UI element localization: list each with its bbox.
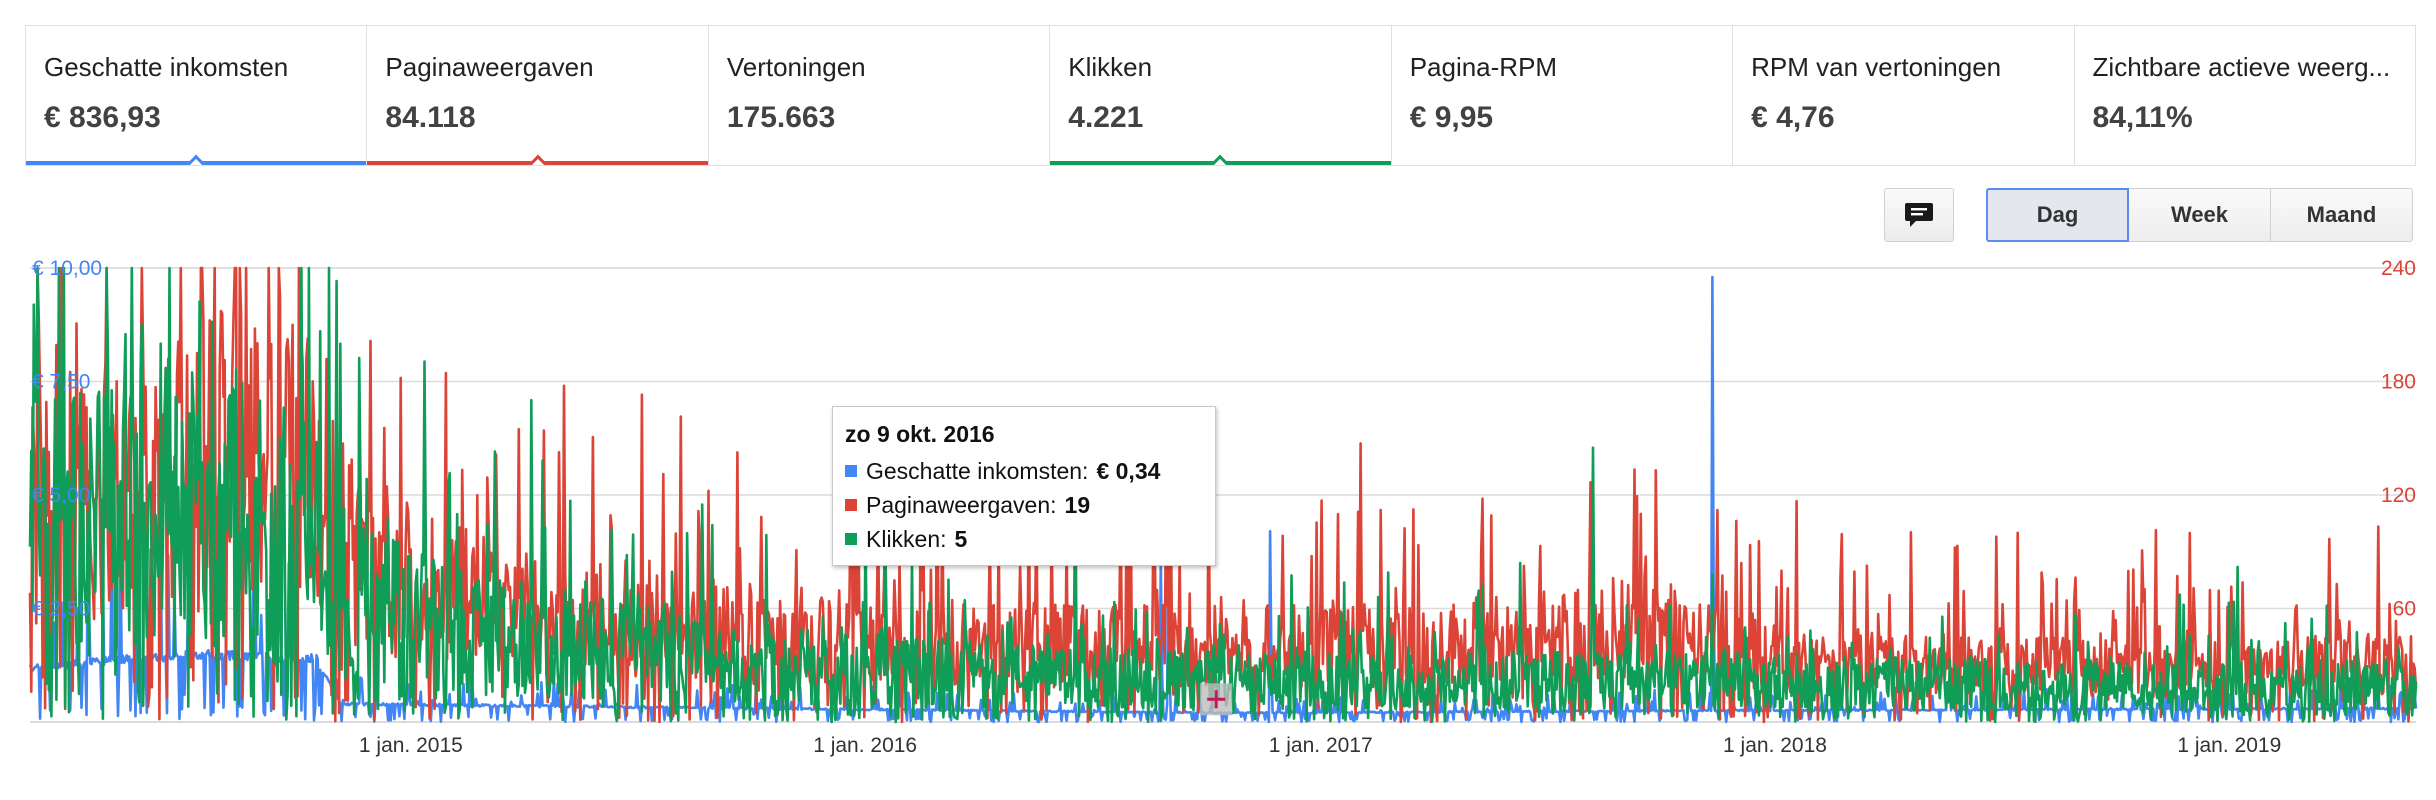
x-tick-label: 1 jan. 2019 — [2177, 734, 2281, 757]
comment-icon — [1905, 203, 1933, 227]
metric-label: Geschatte inkomsten — [44, 52, 289, 82]
tooltip-series-name: Paginaweergaven: — [866, 491, 1057, 518]
y-right-tick-label: 60 — [2393, 598, 2416, 621]
tooltip-series-value: 5 — [954, 525, 968, 552]
annotation-button[interactable] — [1884, 188, 1954, 242]
tooltip-row: Geschatte inkomsten: € 0,34 — [845, 454, 1203, 488]
metric-notch — [524, 149, 552, 165]
granularity-selector: Dag Week Maand — [1986, 188, 2413, 242]
y-left-tick-label: € 10,00 — [32, 260, 102, 280]
metric-label: Zichtbare actieve weerg... — [2092, 52, 2391, 82]
metric-value: € 836,93 — [44, 101, 161, 134]
metric-value: € 9,95 — [1409, 101, 1494, 134]
legend-swatch — [845, 465, 857, 477]
y-right-tick-label: 120 — [2381, 484, 2416, 507]
metric-value: € 4,76 — [1751, 101, 1835, 134]
metric-label: Paginaweergaven — [385, 52, 594, 82]
tooltip-series-name: Geschatte inkomsten: — [866, 457, 1089, 484]
metric-value: 84,11% — [2092, 101, 2193, 134]
metric-label: Vertoningen — [726, 52, 866, 82]
tooltip-series-name: Klikken: — [866, 525, 947, 552]
x-tick-label: 1 jan. 2016 — [813, 734, 917, 757]
metric-card-3[interactable]: Klikken 4.221 — [1050, 26, 1392, 165]
chart: € 2,50 € 5,00 € 7,50 € 10,00 60 120 180 240 1 ja… — [28, 260, 2418, 757]
hover-point — [1208, 657, 1225, 674]
metric-card-0[interactable]: Geschatte inkomsten € 836,93 — [26, 26, 368, 165]
metric-value: 4.221 — [1068, 101, 1144, 134]
tooltip-row: Paginaweergaven: 19 — [845, 488, 1203, 522]
granularity-maand-button[interactable]: Maand — [2270, 188, 2413, 242]
x-tick-label: 1 jan. 2015 — [359, 734, 463, 757]
crosshair-icon — [1207, 690, 1226, 709]
metric-card-5[interactable]: RPM van vertoningen € 4,76 — [1733, 26, 2075, 165]
y-left-tick-label: € 5,00 — [32, 484, 90, 507]
y-left-tick-label: € 2,50 — [32, 598, 90, 621]
metric-card-1[interactable]: Paginaweergaven 84.118 — [367, 26, 709, 165]
metric-notch — [1206, 149, 1234, 165]
legend-swatch — [845, 499, 857, 511]
y-right-tick-label: 240 — [2381, 260, 2416, 280]
metric-label: Pagina-RPM — [1409, 52, 1558, 82]
tooltip-series-value: € 0,34 — [1096, 457, 1161, 484]
metric-card-6[interactable]: Zichtbare actieve weerg... 84,11% — [2075, 26, 2415, 165]
x-tick-label: 1 jan. 2018 — [1723, 734, 1827, 757]
tooltip-series-value: 19 — [1064, 491, 1091, 518]
legend-swatch — [845, 533, 857, 545]
metric-label: RPM van vertoningen — [1751, 52, 2002, 82]
granularity-week-button[interactable]: Week — [2128, 188, 2271, 242]
metric-notch — [182, 149, 210, 165]
tooltip-row: Klikken: 5 — [845, 522, 1203, 556]
metric-cards: Geschatte inkomsten € 836,93 Paginaweergav… — [25, 25, 2416, 166]
x-tick-label: 1 jan. 2017 — [1269, 734, 1373, 757]
y-right-tick-label: 180 — [2381, 371, 2416, 394]
tooltip-date: zo 9 okt. 2016 — [845, 421, 995, 447]
metric-card-2[interactable]: Vertoningen 175.663 — [709, 26, 1051, 165]
granularity-dag-button[interactable]: Dag — [1986, 188, 2129, 242]
metric-value: 175.663 — [726, 101, 836, 134]
metric-value: 84.118 — [385, 101, 476, 134]
y-left-tick-label: € 7,50 — [32, 371, 90, 394]
chart-tooltip: zo 9 okt. 2016 Geschatte inkomsten: € 0,3… — [832, 406, 1216, 566]
metric-label: Klikken — [1068, 52, 1153, 82]
series-line-2 — [28, 266, 2418, 724]
metric-card-4[interactable]: Pagina-RPM € 9,95 — [1392, 26, 1734, 165]
